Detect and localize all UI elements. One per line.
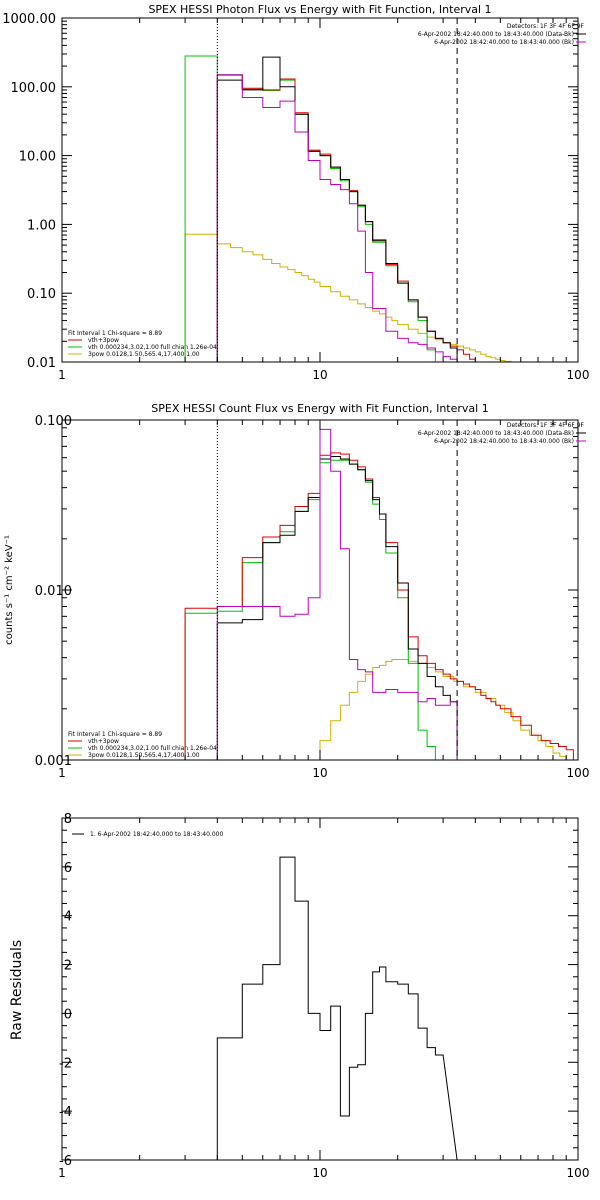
series-group (184, 428, 574, 760)
y-tick-label: 2 (64, 959, 72, 974)
x-tick-label: 1 (58, 1166, 66, 1180)
x-tick-label: 1 (58, 766, 66, 780)
count-flux-legend-data-bk: 6-Apr-2002 18:42:40.000 to 18:43:40.000 … (418, 430, 574, 437)
photon-flux-legend-fit: Fit Interval 1 Chi-square = 8.89 (68, 330, 162, 337)
residuals-panel: Raw Residuals 1. 6-Apr-2002 18:42:40.000… (9, 812, 589, 1180)
count-flux-legend-vth3pow: vth+3pow (88, 738, 119, 745)
x-tick-label: 10 (312, 368, 327, 382)
count-flux-title: SPEX HESSI Count Flux vs Energy with Fit… (151, 402, 488, 415)
y-tick-label: 0.001 (35, 754, 72, 769)
x-tick-label: 1 (58, 368, 66, 382)
x-tick-label: 100 (567, 766, 590, 780)
y-tick-label: -6 (59, 1154, 72, 1169)
series-line (216, 856, 458, 1160)
plot-frame (61, 17, 579, 363)
x-tick-label: 100 (567, 1166, 590, 1180)
series-line (184, 459, 444, 760)
y-tick-label: 8 (64, 812, 72, 827)
residuals-ylabel: Raw Residuals (9, 940, 25, 1040)
y-tick-label: -2 (59, 1056, 72, 1071)
y-tick-label: -4 (59, 1105, 72, 1120)
y-tick-label: 0.01 (27, 356, 56, 371)
photon-flux-title: SPEX HESSI Photon Flux vs Energy with Fi… (148, 3, 491, 16)
y-tick-label: 1000.00 (2, 12, 56, 27)
photon-flux-legend-data-bk: 6-Apr-2002 18:42:40.000 to 18:43:40.000 … (418, 31, 574, 38)
y-tick-label: 10.00 (19, 150, 56, 165)
count-flux-ylabel: counts s⁻¹ cm⁻² keV⁻¹ (4, 535, 15, 645)
count-flux-legend-bk: 6-Apr-2002 18:42:40.000 to 18:43:40.000 … (434, 438, 574, 445)
x-tick-label: 10 (312, 1166, 327, 1180)
y-tick-label: 4 (64, 910, 72, 925)
count-flux-legend-detectors: Detectors: 1F 3F 4F 6F 9F (507, 422, 585, 429)
x-tick-label: 10 (312, 766, 327, 780)
series-group (216, 856, 458, 1160)
series-line (216, 74, 476, 362)
y-tick-label: 1.00 (27, 218, 56, 233)
residuals-legend-interval: 1. 6-Apr-2002 18:42:40.000 to 18:43:40.0… (90, 831, 223, 838)
y-tick-label: 0.010 (35, 584, 72, 599)
series-line (216, 56, 458, 362)
count-flux-legend-3pow: 3pow 0.0128,1.50,565.4,17,400,1.00 (88, 752, 200, 759)
plot-frame (61, 817, 579, 1161)
photon-flux-legend-vth3pow: vth+3pow (88, 337, 119, 344)
y-tick-label: 0 (64, 1007, 72, 1022)
count-flux-panel: SPEX HESSI Count Flux vs Energy with Fit… (4, 402, 589, 780)
photon-flux-legend-vth: vth 0.000234,3.02,1.00 full chian 1.26e-… (88, 344, 217, 351)
y-tick-label: 0.10 (27, 287, 56, 302)
y-tick-label: 100.00 (11, 81, 57, 96)
series-line (184, 55, 444, 362)
series-group (184, 55, 523, 362)
series-line (216, 428, 458, 760)
photon-flux-panel: SPEX HESSI Photon Flux vs Energy with Fi… (2, 3, 589, 382)
photon-flux-legend-3pow: 3pow 0.0128,1.50,565.4,17,400,1.00 (88, 351, 200, 358)
photon-flux-legend-bk: 6-Apr-2002 18:42:40.000 to 18:43:40.000 … (434, 39, 574, 46)
photon-flux-legend-detectors: Detectors: 1F 3F 4F 6F 9F (507, 23, 585, 30)
y-tick-label: 6 (64, 861, 72, 876)
series-line (216, 456, 458, 760)
count-flux-legend-fit: Fit Interval 1 Chi-square = 8.89 (68, 731, 162, 738)
x-tick-label: 100 (567, 368, 590, 382)
series-line (184, 233, 523, 362)
y-tick-label: 0.100 (35, 414, 72, 429)
count-flux-legend-vth: vth 0.000234,3.02,1.00 full chian 1.26e-… (88, 745, 217, 752)
series-line (216, 74, 458, 362)
series-line (184, 452, 574, 760)
